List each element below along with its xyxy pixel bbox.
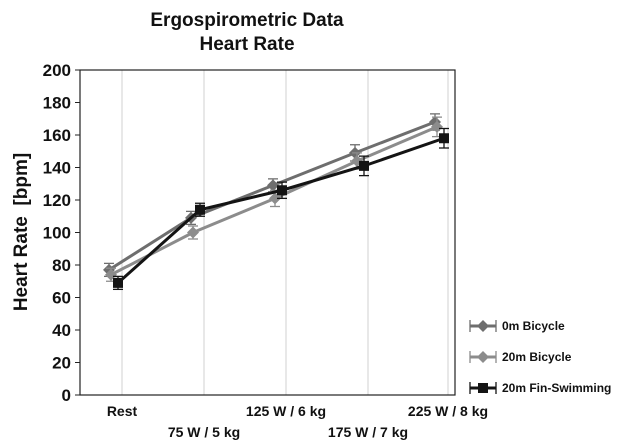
data-point <box>113 277 123 288</box>
y-tick-label: 80 <box>52 256 71 275</box>
data-point <box>105 268 117 281</box>
data-point <box>431 120 443 133</box>
series-20m-fin-swimming <box>113 127 449 291</box>
legend-marker <box>477 351 489 363</box>
y-axis-label: Heart Rate [bpm] <box>11 153 32 311</box>
y-tick-label: 200 <box>43 61 71 80</box>
legend-label: 20m Bicycle <box>502 350 572 364</box>
y-tick-label: 40 <box>52 321 71 340</box>
data-point <box>277 185 287 196</box>
y-tick-label: 60 <box>52 289 71 308</box>
x-tick-label: 175 W / 7 kg <box>328 424 408 440</box>
legend-marker <box>478 383 488 393</box>
legend-label: 20m Fin-Swimming <box>502 381 611 395</box>
y-tick-label: 0 <box>62 386 71 405</box>
legend-marker <box>477 320 489 332</box>
x-tick-label: 75 W / 5 kg <box>168 424 240 440</box>
x-tick-label: Rest <box>107 403 138 419</box>
y-tick-label: 100 <box>43 224 71 243</box>
series-20m-bicycle <box>105 116 443 282</box>
y-tick-label: 120 <box>43 191 71 210</box>
legend-item: 20m Fin-Swimming <box>469 381 611 395</box>
series-line <box>117 136 445 284</box>
data-point <box>195 204 205 215</box>
legend-item: 0m Bicycle <box>469 319 565 333</box>
data-point <box>439 133 449 144</box>
y-tick-label: 140 <box>43 159 71 178</box>
legend-label: 0m Bicycle <box>502 319 565 333</box>
legend: 0m Bicycle 20m Bicycle 20m Fin-Swimming <box>469 319 611 395</box>
x-tick-label: 225 W / 8 kg <box>408 403 488 419</box>
chart-subtitle: Heart Rate <box>199 34 294 55</box>
data-point <box>359 160 369 171</box>
legend-item: 20m Bicycle <box>469 350 572 364</box>
y-tick-label: 180 <box>43 94 71 113</box>
y-tick-label: 20 <box>52 354 71 373</box>
plot-area: 0 20 40 60 80 100 120 140 160 180 200 Rest 75 W / 5 … <box>43 61 488 440</box>
data-point <box>267 179 279 192</box>
data-point <box>269 192 281 205</box>
data-point <box>187 226 199 239</box>
x-tick-label: 125 W / 6 kg <box>246 403 326 419</box>
plot-frame <box>79 69 456 396</box>
y-tick-label: 160 <box>43 126 71 145</box>
chart-title: Ergospirometric Data <box>150 10 344 31</box>
